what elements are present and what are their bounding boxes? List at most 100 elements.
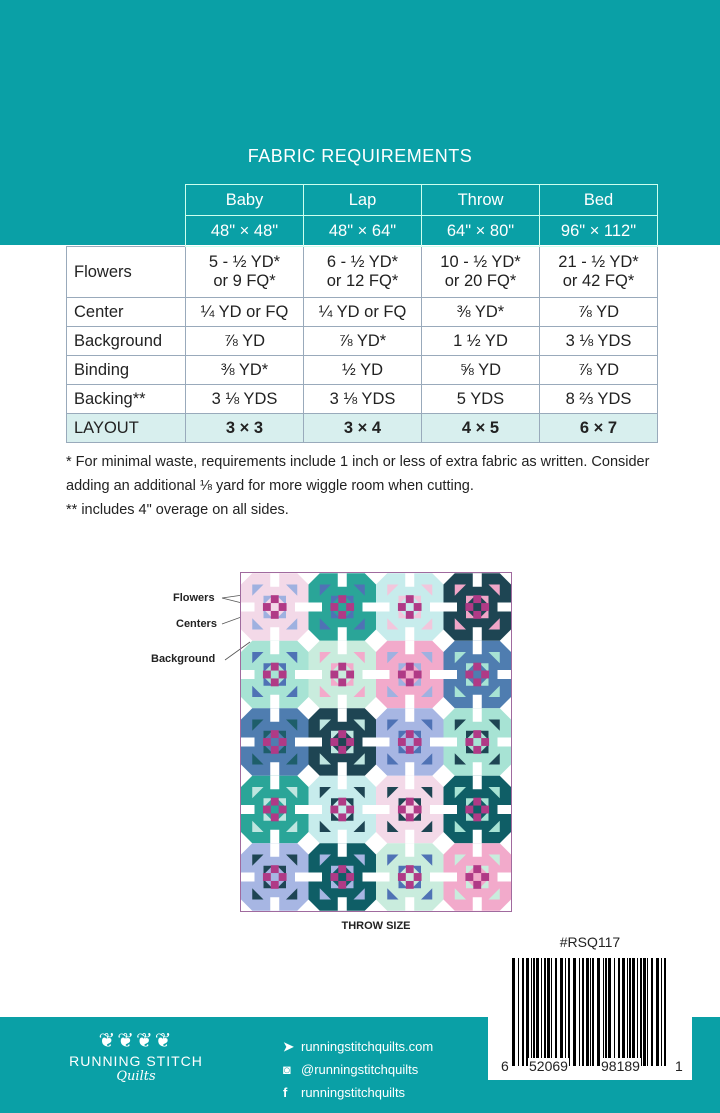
barcode-bar	[547, 958, 550, 1066]
flower-center	[413, 670, 422, 679]
flower-accent	[454, 753, 466, 765]
table-cell: ⅜ YD*	[185, 355, 304, 385]
flower-accent	[398, 730, 408, 740]
flower-center	[465, 738, 474, 746]
cell-line: ⅞ YD*	[338, 331, 387, 350]
instagram-icon: ◙	[283, 1062, 291, 1077]
quilt-block	[241, 573, 309, 641]
table-cell: ⅞ YD*	[303, 326, 422, 356]
cell-line: 6 × 7	[579, 418, 618, 437]
flower-accent	[277, 609, 286, 619]
flower-center	[270, 610, 279, 619]
barcode-bar	[629, 958, 631, 1066]
barcode-bar	[518, 958, 519, 1066]
barcode-bar	[536, 958, 539, 1066]
table-row: LAYOUT 3 × 3 3 × 4 4 × 5 6 × 7	[66, 413, 658, 443]
flower-accent	[412, 663, 421, 673]
flower-center	[338, 610, 347, 619]
flower-accent	[331, 811, 340, 821]
barcode-bar	[603, 958, 604, 1066]
flower-accent	[344, 811, 354, 821]
flower-center	[338, 678, 347, 687]
flower-accent	[421, 652, 433, 664]
quilt-block	[443, 573, 511, 641]
flower-center	[481, 603, 490, 611]
flower-center	[278, 603, 287, 611]
barcode-bar	[622, 958, 625, 1066]
flower-accent	[479, 595, 489, 605]
flower-center	[465, 805, 474, 814]
label-flowers: Flowers	[173, 592, 215, 604]
flower-center	[270, 813, 279, 822]
barcode-bar	[533, 958, 535, 1066]
flower-accent	[466, 730, 475, 740]
flower-accent	[387, 854, 399, 866]
flower-accent	[488, 652, 500, 664]
flower-center	[397, 738, 406, 746]
instagram-link[interactable]: ◙ @runningstitchquilts	[283, 1058, 433, 1081]
quilt-block	[308, 640, 376, 709]
diagram-caption: THROW SIZE	[341, 920, 411, 932]
flower-accent	[353, 820, 365, 832]
flower-center	[262, 670, 271, 679]
quilt-block	[376, 775, 444, 844]
table-cell: 21 - ½ YD* or 42 FQ*	[539, 246, 658, 298]
flower-accent	[263, 595, 273, 605]
flower-center	[346, 738, 355, 746]
flower-center	[405, 797, 414, 806]
barcode-bar	[568, 958, 570, 1066]
flower-center	[405, 595, 414, 604]
flower-accent	[344, 595, 354, 605]
flower-accent	[387, 652, 399, 664]
flower-accent	[412, 595, 421, 605]
cell-line: or 12 FQ*	[326, 272, 399, 290]
size-baby: 48" × 48"	[185, 215, 304, 247]
facebook-link[interactable]: f runningstitchquilts	[283, 1081, 433, 1104]
cell-line: 5 - ½ YD*	[208, 253, 281, 271]
flower-center	[338, 865, 347, 874]
barcode-bar	[661, 958, 662, 1066]
flower-center	[338, 730, 347, 739]
quilt-block	[443, 708, 511, 776]
table-cell: 8 ⅔ YDS	[539, 384, 658, 414]
table-cell: 4 × 5	[421, 413, 540, 443]
flower-center	[262, 603, 271, 611]
flower-accent	[319, 753, 331, 765]
cell-line: ¼ YD or FQ	[318, 302, 407, 321]
quilt-block	[241, 708, 309, 776]
brand-logo: ❦❦❦❦ RUNNING STITCH Quilts	[66, 1028, 206, 1084]
flower-center	[473, 880, 482, 889]
flower-accent	[252, 652, 264, 664]
flower-accent	[252, 787, 264, 799]
flower-center	[405, 813, 414, 822]
flower-center	[346, 805, 355, 814]
flower-accent	[488, 854, 500, 866]
flower-center	[346, 603, 355, 611]
flower-center	[270, 595, 279, 604]
cell-line: or 20 FQ*	[444, 272, 517, 290]
flower-accent	[479, 676, 489, 686]
table-cell: 6 × 7	[539, 413, 658, 443]
flower-center	[330, 603, 339, 611]
flower-center	[338, 662, 347, 671]
flower-center	[473, 610, 482, 619]
barcode-bar	[664, 958, 666, 1066]
flower-accent	[252, 584, 264, 596]
flower-center	[473, 678, 482, 687]
flower-accent	[466, 744, 475, 754]
flower-center	[278, 670, 287, 679]
barcode-bar	[565, 958, 566, 1066]
notes: * For minimal waste, requirements includ…	[66, 450, 666, 522]
website-link[interactable]: ➤ runningstitchquilts.com	[283, 1035, 433, 1058]
size-lap: 48" × 64"	[303, 215, 422, 247]
flower-accent	[488, 584, 500, 596]
barcode-bar	[605, 958, 607, 1066]
label-centers: Centers	[176, 618, 217, 630]
flower-center	[330, 670, 339, 679]
flower-accent	[319, 685, 331, 697]
flower-accent	[286, 584, 298, 596]
barcode-bar	[614, 958, 615, 1066]
flower-accent	[263, 676, 273, 686]
flower-accent	[353, 652, 365, 664]
flower-accent	[331, 744, 340, 754]
